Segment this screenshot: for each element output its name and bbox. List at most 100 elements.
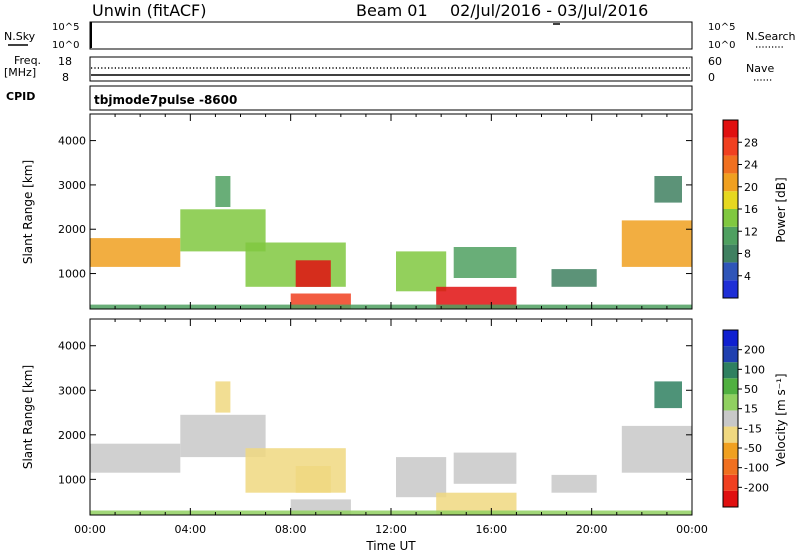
velocity-colorbar-block bbox=[723, 410, 738, 427]
power-colorbar-blocks bbox=[723, 120, 738, 298]
velocity-colorbar-frame bbox=[722, 329, 739, 508]
velocity-colorbar-tick-label: -15 bbox=[744, 422, 762, 435]
freq-tick-top: 18 bbox=[58, 55, 72, 68]
power-colorbar-block bbox=[723, 226, 738, 245]
power-scatter-region bbox=[215, 176, 231, 207]
velocity-colorbar-tick-label: 200 bbox=[744, 344, 765, 357]
velocity-colorbar-label: Velocity [m s⁻¹] bbox=[774, 373, 788, 466]
velocity-colorbar-tick-label: -50 bbox=[744, 442, 762, 455]
power-colorbar-tick-label: 20 bbox=[744, 181, 758, 194]
velocity-colorbar-tick-label: 50 bbox=[744, 383, 758, 396]
velocity-colorbar-tick-label: -200 bbox=[744, 481, 769, 494]
power-scatter-region bbox=[551, 269, 597, 287]
power-colorbar-tick-label: 24 bbox=[744, 159, 758, 172]
nsky-right-tick-top: 10^5 bbox=[708, 22, 735, 33]
power-ytick-label: 2000 bbox=[58, 223, 86, 236]
freq-label-line1: Freq. bbox=[14, 54, 41, 67]
velocity-colorbar-block bbox=[723, 346, 738, 363]
nsky-tick-top: 10^5 bbox=[52, 22, 79, 33]
nave-tick-top: 60 bbox=[708, 55, 722, 68]
velocity-colorbar-block bbox=[723, 458, 738, 475]
velocity-xlabel: Time UT bbox=[365, 539, 416, 553]
nsky-tick-bottom: 10^0 bbox=[52, 40, 79, 51]
velocity-scatter-region bbox=[453, 452, 517, 484]
cpid-label: CPID bbox=[6, 90, 35, 103]
velocity-colorbar-block bbox=[723, 490, 738, 507]
nsearch-label: N.Search bbox=[746, 30, 796, 43]
velocity-scatter-region bbox=[396, 457, 447, 498]
power-colorbar-block bbox=[723, 137, 738, 156]
freq-label-line2: [MHz] bbox=[4, 66, 36, 79]
velocity-x-ticks: 00:00 04:00 08:00 12:00 16:00 20:00 00:00 bbox=[74, 319, 708, 536]
velocity-ylabel: Slant Range [km] bbox=[21, 365, 35, 469]
freq-tick-bottom: 8 bbox=[62, 71, 69, 84]
power-ytick-label: 1000 bbox=[58, 268, 86, 281]
velocity-scatter-region bbox=[654, 381, 682, 409]
power-data-layer bbox=[90, 176, 692, 309]
velocity-colorbar-tick-label: -100 bbox=[744, 462, 769, 475]
nsky-right-tick-bottom: 10^0 bbox=[708, 40, 735, 51]
power-colorbar-block bbox=[723, 120, 738, 138]
power-ylabel: Slant Range [km] bbox=[21, 160, 35, 264]
velocity-scatter-region bbox=[90, 443, 181, 473]
power-colorbar-block bbox=[723, 191, 738, 209]
freq-panel bbox=[89, 56, 693, 82]
velocity-colorbar-ticks: 200 100 50 15 -15 -50 -100 -200 bbox=[738, 344, 769, 494]
velocity-xtick-label: 20:00 bbox=[576, 523, 608, 536]
power-colorbar-tick-label: 16 bbox=[744, 203, 758, 216]
power-colorbar-tick-label: 12 bbox=[744, 225, 758, 238]
velocity-colorbar-block bbox=[723, 474, 738, 491]
velocity-colorbar-block bbox=[723, 426, 738, 443]
velocity-colorbar-block bbox=[723, 378, 738, 395]
velocity-colorbar-block bbox=[723, 330, 738, 347]
power-scatter-region bbox=[621, 220, 692, 267]
power-colorbar-tick-label: 28 bbox=[744, 136, 758, 149]
power-ytick-label: 3000 bbox=[58, 179, 86, 192]
nsky-label: N.Sky bbox=[4, 30, 36, 43]
velocity-scatter-region bbox=[436, 492, 517, 515]
station-title: Unwin (fitACF) bbox=[92, 1, 206, 20]
power-scatter-region bbox=[654, 176, 682, 203]
velocity-data-layer bbox=[90, 381, 692, 515]
velocity-scatter-region bbox=[215, 381, 231, 413]
velocity-xtick-label: 04:00 bbox=[174, 523, 206, 536]
velocity-colorbar-block bbox=[723, 394, 738, 411]
velocity-y-ticks: 1000 2000 3000 4000 bbox=[58, 340, 692, 486]
power-colorbar-label: Power [dB] bbox=[774, 177, 788, 242]
power-colorbar-block bbox=[723, 155, 738, 174]
velocity-xtick-label: 00:00 bbox=[74, 523, 106, 536]
power-scatter-region bbox=[453, 247, 517, 278]
velocity-xtick-label: 08:00 bbox=[275, 523, 307, 536]
velocity-colorbar: 200 100 50 15 -15 -50 -100 -200 Velocity [m s⁻¹… bbox=[722, 329, 788, 508]
power-scatter-region bbox=[436, 286, 517, 309]
power-colorbar-block bbox=[723, 173, 738, 192]
date-range: 02/Jul/2016 - 03/Jul/2016 bbox=[450, 1, 648, 20]
nsky-panel bbox=[89, 21, 693, 50]
power-colorbar: 4 8 12 16 20 24 28 Power [dB] bbox=[722, 119, 788, 299]
velocity-colorbar-block bbox=[723, 442, 738, 459]
power-colorbar-tick-label: 4 bbox=[744, 270, 751, 283]
power-x-ticks bbox=[89, 114, 693, 309]
velocity-colorbar-tick-label: 15 bbox=[744, 403, 758, 416]
power-scatter-region bbox=[90, 238, 181, 267]
velocity-colorbar-tick-label: 100 bbox=[744, 363, 765, 376]
velocity-xtick-label: 12:00 bbox=[375, 523, 407, 536]
velocity-scatter-region bbox=[295, 466, 331, 493]
power-scatter-region bbox=[295, 260, 331, 287]
velocity-scatter-region bbox=[551, 474, 597, 493]
power-colorbar-ticks: 4 8 12 16 20 24 28 bbox=[738, 136, 758, 283]
power-colorbar-block bbox=[723, 280, 738, 298]
power-colorbar-tick-label: 8 bbox=[744, 248, 751, 261]
velocity-xtick-label: 16:00 bbox=[475, 523, 507, 536]
velocity-colorbar-block bbox=[723, 362, 738, 379]
velocity-ytick-label: 4000 bbox=[58, 340, 86, 353]
velocity-scatter-region bbox=[621, 425, 692, 473]
velocity-ytick-label: 2000 bbox=[58, 429, 86, 442]
power-panel: 1000 2000 3000 4000 Slant Range [km] bbox=[21, 113, 693, 310]
power-colorbar-block bbox=[723, 244, 738, 263]
power-ytick-label: 4000 bbox=[58, 135, 86, 148]
power-y-ticks: 1000 2000 3000 4000 bbox=[58, 135, 692, 281]
power-colorbar-block bbox=[723, 209, 738, 227]
velocity-panel: 1000 2000 3000 4000 00:00 04:00 08:00 12:00 16:… bbox=[21, 318, 708, 553]
